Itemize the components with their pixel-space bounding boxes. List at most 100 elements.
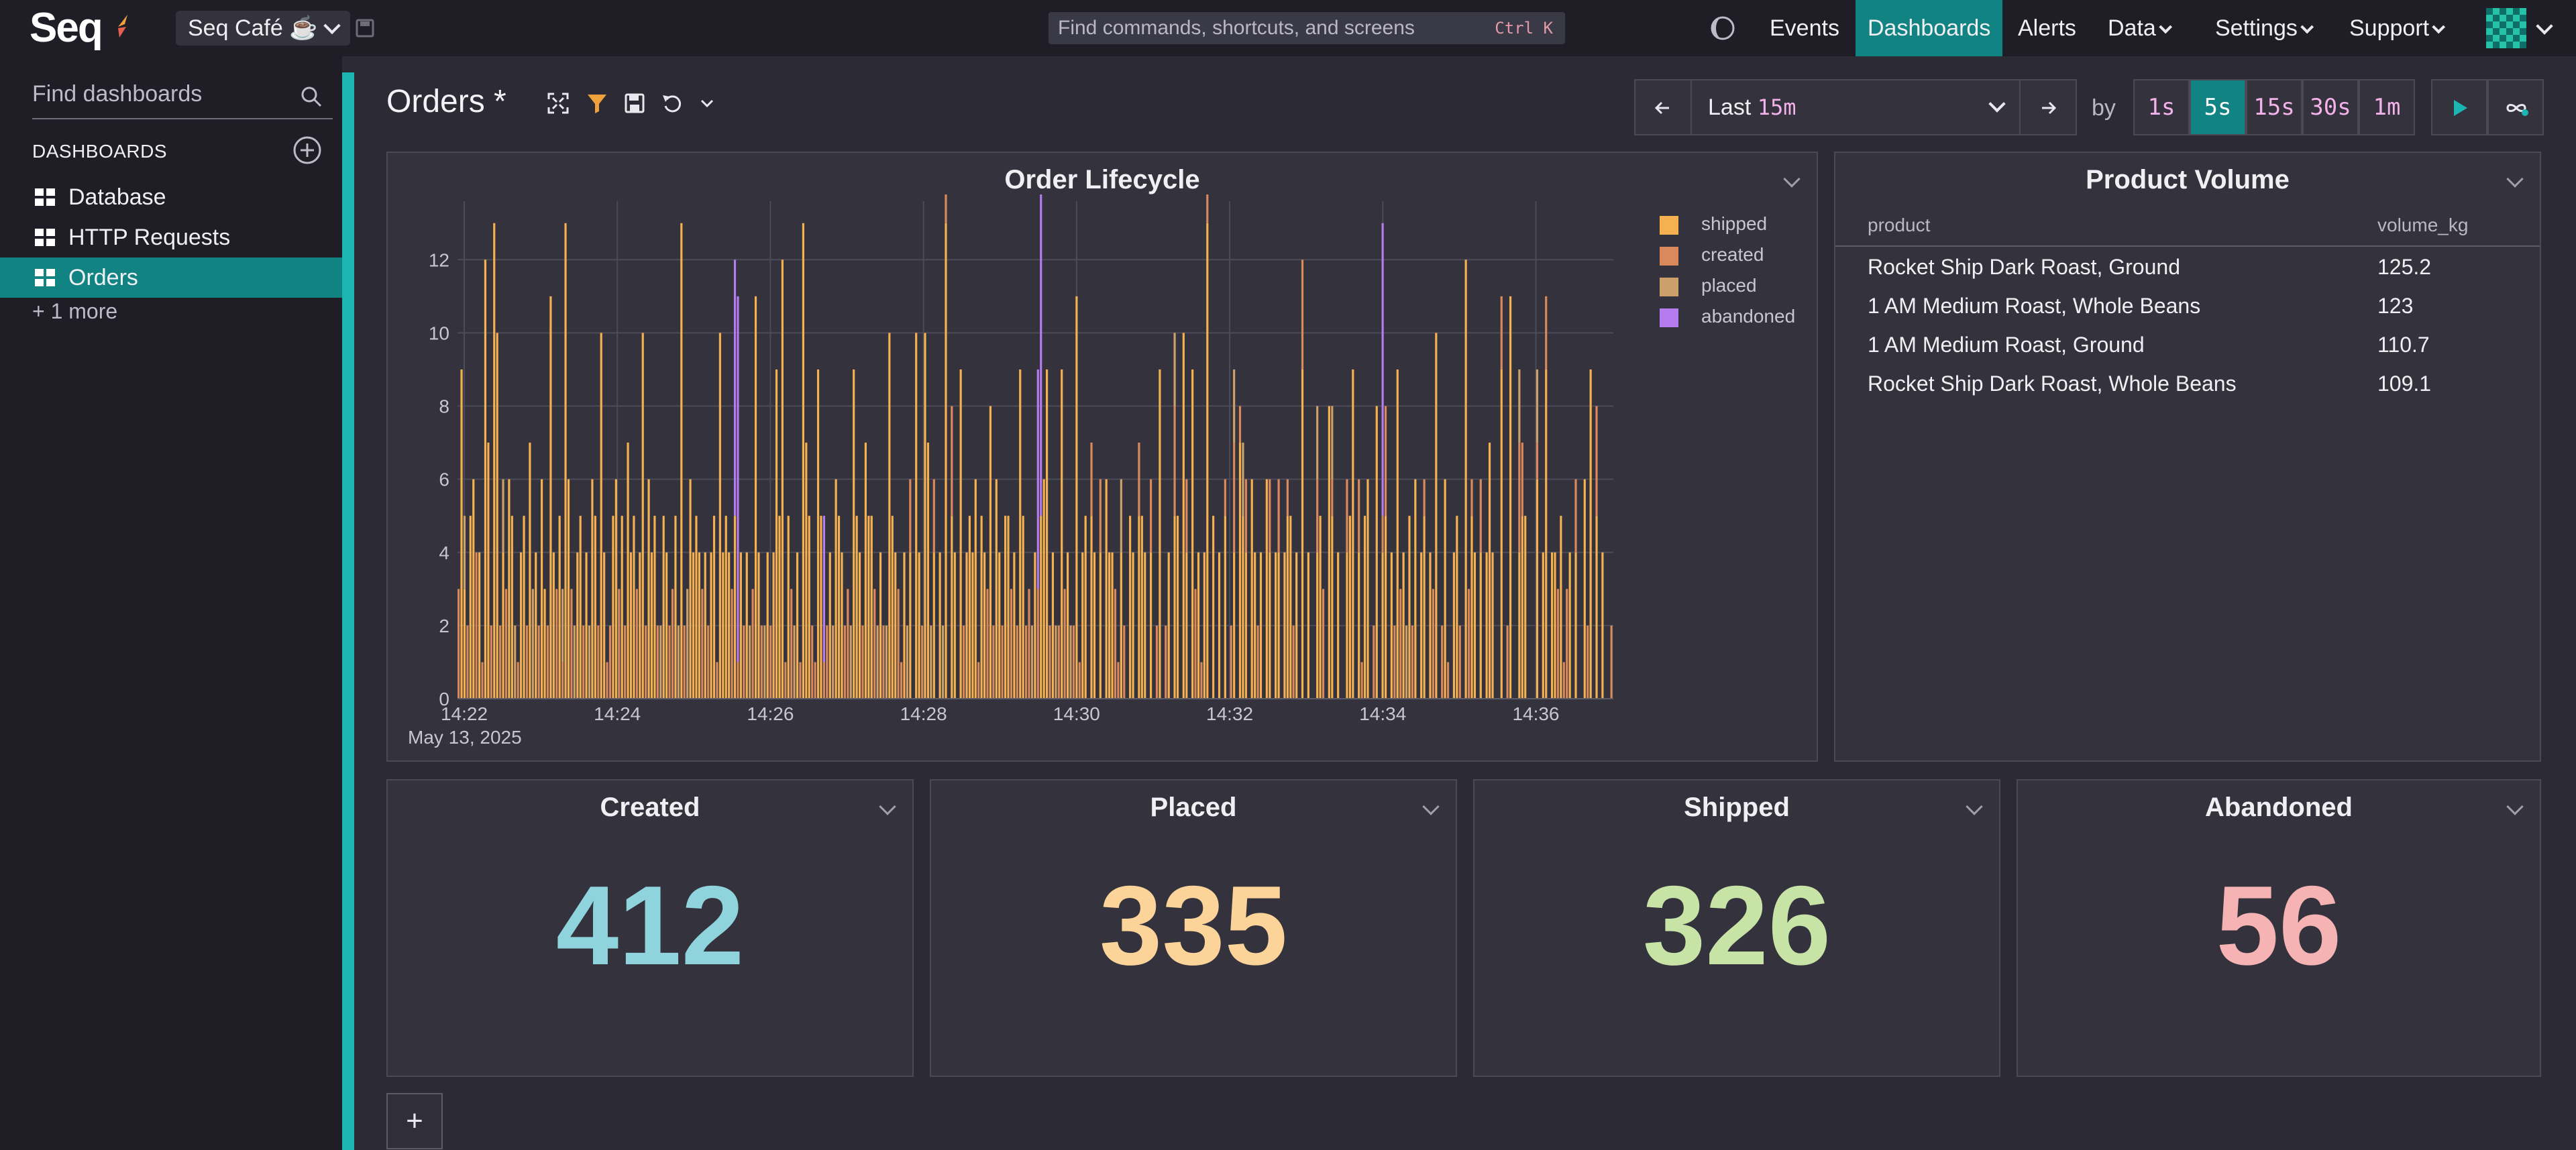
- bar-shipped: [1108, 552, 1111, 699]
- bar-shipped: [1524, 516, 1527, 699]
- bar-created: [1316, 479, 1319, 553]
- theme-toggle-icon[interactable]: [1709, 15, 1736, 42]
- nav-support[interactable]: Support: [2349, 0, 2446, 56]
- bar-created: [1230, 625, 1232, 699]
- bar-shipped: [1182, 333, 1185, 699]
- bar-placed: [1242, 443, 1244, 516]
- bar-shipped: [1176, 516, 1179, 699]
- dashboard-title[interactable]: Orders *: [386, 84, 506, 119]
- step-15s-button[interactable]: 15s: [2246, 79, 2302, 135]
- bar-shipped: [864, 443, 867, 699]
- command-search-input[interactable]: Find commands, shortcuts, and screens Ct…: [1049, 12, 1565, 44]
- nav-dashboards[interactable]: Dashboards: [1856, 0, 2003, 56]
- x-tick-label: 14:36: [1512, 703, 1559, 724]
- bar-shipped: [971, 552, 974, 699]
- fullscreen-icon[interactable]: [546, 91, 570, 115]
- bar-placed: [463, 516, 466, 589]
- nav-settings[interactable]: Settings: [2215, 0, 2314, 56]
- column-header-product[interactable]: product: [1868, 215, 1931, 235]
- time-range-select[interactable]: Last 15m: [1690, 79, 2021, 135]
- add-dashboard-icon[interactable]: [292, 135, 322, 165]
- bar-shipped: [591, 479, 594, 699]
- bar-created: [1206, 194, 1209, 223]
- chevron-down-icon[interactable]: [2536, 17, 2553, 35]
- bar-abandoned: [822, 516, 825, 663]
- bar-created: [784, 662, 787, 699]
- bar-shipped: [662, 516, 665, 699]
- time-range-value: 15m: [1757, 95, 1796, 120]
- sidebar-item-http-requests[interactable]: HTTP Requests: [0, 217, 342, 257]
- sidebar-more-link[interactable]: + 1 more: [32, 299, 118, 323]
- bar-shipped: [1224, 516, 1226, 699]
- bar-shipped: [487, 443, 490, 699]
- save-dashboard-icon[interactable]: [623, 91, 647, 115]
- play-icon: [2454, 100, 2467, 116]
- bar-created: [1123, 625, 1126, 699]
- play-button[interactable]: [2431, 79, 2487, 135]
- bar-created: [1587, 625, 1589, 699]
- bar-created: [1010, 589, 1013, 699]
- bar-created: [537, 625, 540, 699]
- bar-shipped: [1518, 552, 1521, 699]
- bar-shipped: [1203, 552, 1205, 699]
- sidebar-resize-handle[interactable]: [342, 72, 354, 1150]
- bar-created: [481, 662, 484, 699]
- step-5s-button[interactable]: 5s: [2190, 79, 2246, 135]
- step-30s-button[interactable]: 30s: [2302, 79, 2359, 135]
- bar-created: [1301, 260, 1304, 369]
- sidebar-item-orders[interactable]: Orders: [0, 257, 342, 298]
- bar-placed: [930, 625, 932, 699]
- sidebar-heading: DASHBOARDS: [32, 141, 168, 162]
- user-avatar[interactable]: [2486, 8, 2526, 48]
- bar-shipped: [924, 333, 926, 699]
- undo-icon[interactable]: [660, 91, 684, 115]
- seq-logo[interactable]: Seq: [30, 5, 103, 51]
- bar-created: [873, 589, 876, 699]
- y-tick-label: 2: [439, 616, 449, 636]
- step-1m-button[interactable]: 1m: [2359, 79, 2415, 135]
- nav-data[interactable]: Data: [2108, 0, 2172, 56]
- bar-created: [1458, 625, 1461, 699]
- nav-alerts[interactable]: Alerts: [2018, 15, 2076, 41]
- bar-shipped: [820, 516, 822, 699]
- bar-shipped: [1051, 552, 1055, 699]
- add-panel-button[interactable]: +: [386, 1093, 443, 1149]
- bar-created: [799, 662, 802, 699]
- bar-created: [1277, 479, 1280, 553]
- bar-shipped: [710, 552, 712, 699]
- bar-created: [1194, 589, 1197, 699]
- filter-icon[interactable]: [585, 91, 609, 115]
- bar-shipped: [932, 552, 935, 699]
- sidebar-item-database[interactable]: Database: [0, 177, 342, 217]
- dashboard-search-input[interactable]: Find dashboards: [32, 76, 333, 119]
- bar-shipped: [739, 552, 742, 699]
- bar-created: [608, 625, 612, 699]
- bar-shipped: [1022, 516, 1024, 699]
- auto-refresh-button[interactable]: [2487, 79, 2544, 135]
- chevron-down-icon: [323, 17, 341, 35]
- workspace-name: Seq Café ☕: [188, 15, 318, 41]
- legend-label: placed: [1701, 275, 1757, 296]
- bar-created: [1049, 625, 1051, 699]
- bar-created: [814, 662, 816, 699]
- bar-placed: [514, 625, 517, 699]
- column-header-volume[interactable]: volume_kg: [2377, 215, 2469, 235]
- bar-shipped: [1191, 369, 1194, 699]
- time-forward-button[interactable]: [2019, 79, 2077, 135]
- nav-events[interactable]: Events: [1770, 15, 1839, 41]
- bar-created: [1556, 589, 1560, 699]
- bar-placed: [1316, 406, 1319, 479]
- bar-shipped: [502, 552, 504, 699]
- more-options-chevron-icon[interactable]: [695, 91, 719, 115]
- step-1s-button[interactable]: 1s: [2133, 79, 2190, 135]
- bar-created: [1536, 443, 1539, 479]
- bar-created: [1574, 479, 1577, 553]
- legend-swatch: [1660, 278, 1678, 296]
- workspace-selector[interactable]: Seq Café ☕: [176, 11, 350, 46]
- save-icon[interactable]: [356, 19, 374, 38]
- bar-shipped: [1331, 516, 1334, 699]
- order-lifecycle-chart: 0 2 4 6 8 10 12 14:22 14:24 14:26 14:28 14:30 14:32 1…: [429, 194, 1613, 724]
- chevron-down-icon: [2432, 20, 2446, 34]
- bar-created: [1024, 625, 1028, 699]
- time-back-button[interactable]: [1634, 79, 1692, 135]
